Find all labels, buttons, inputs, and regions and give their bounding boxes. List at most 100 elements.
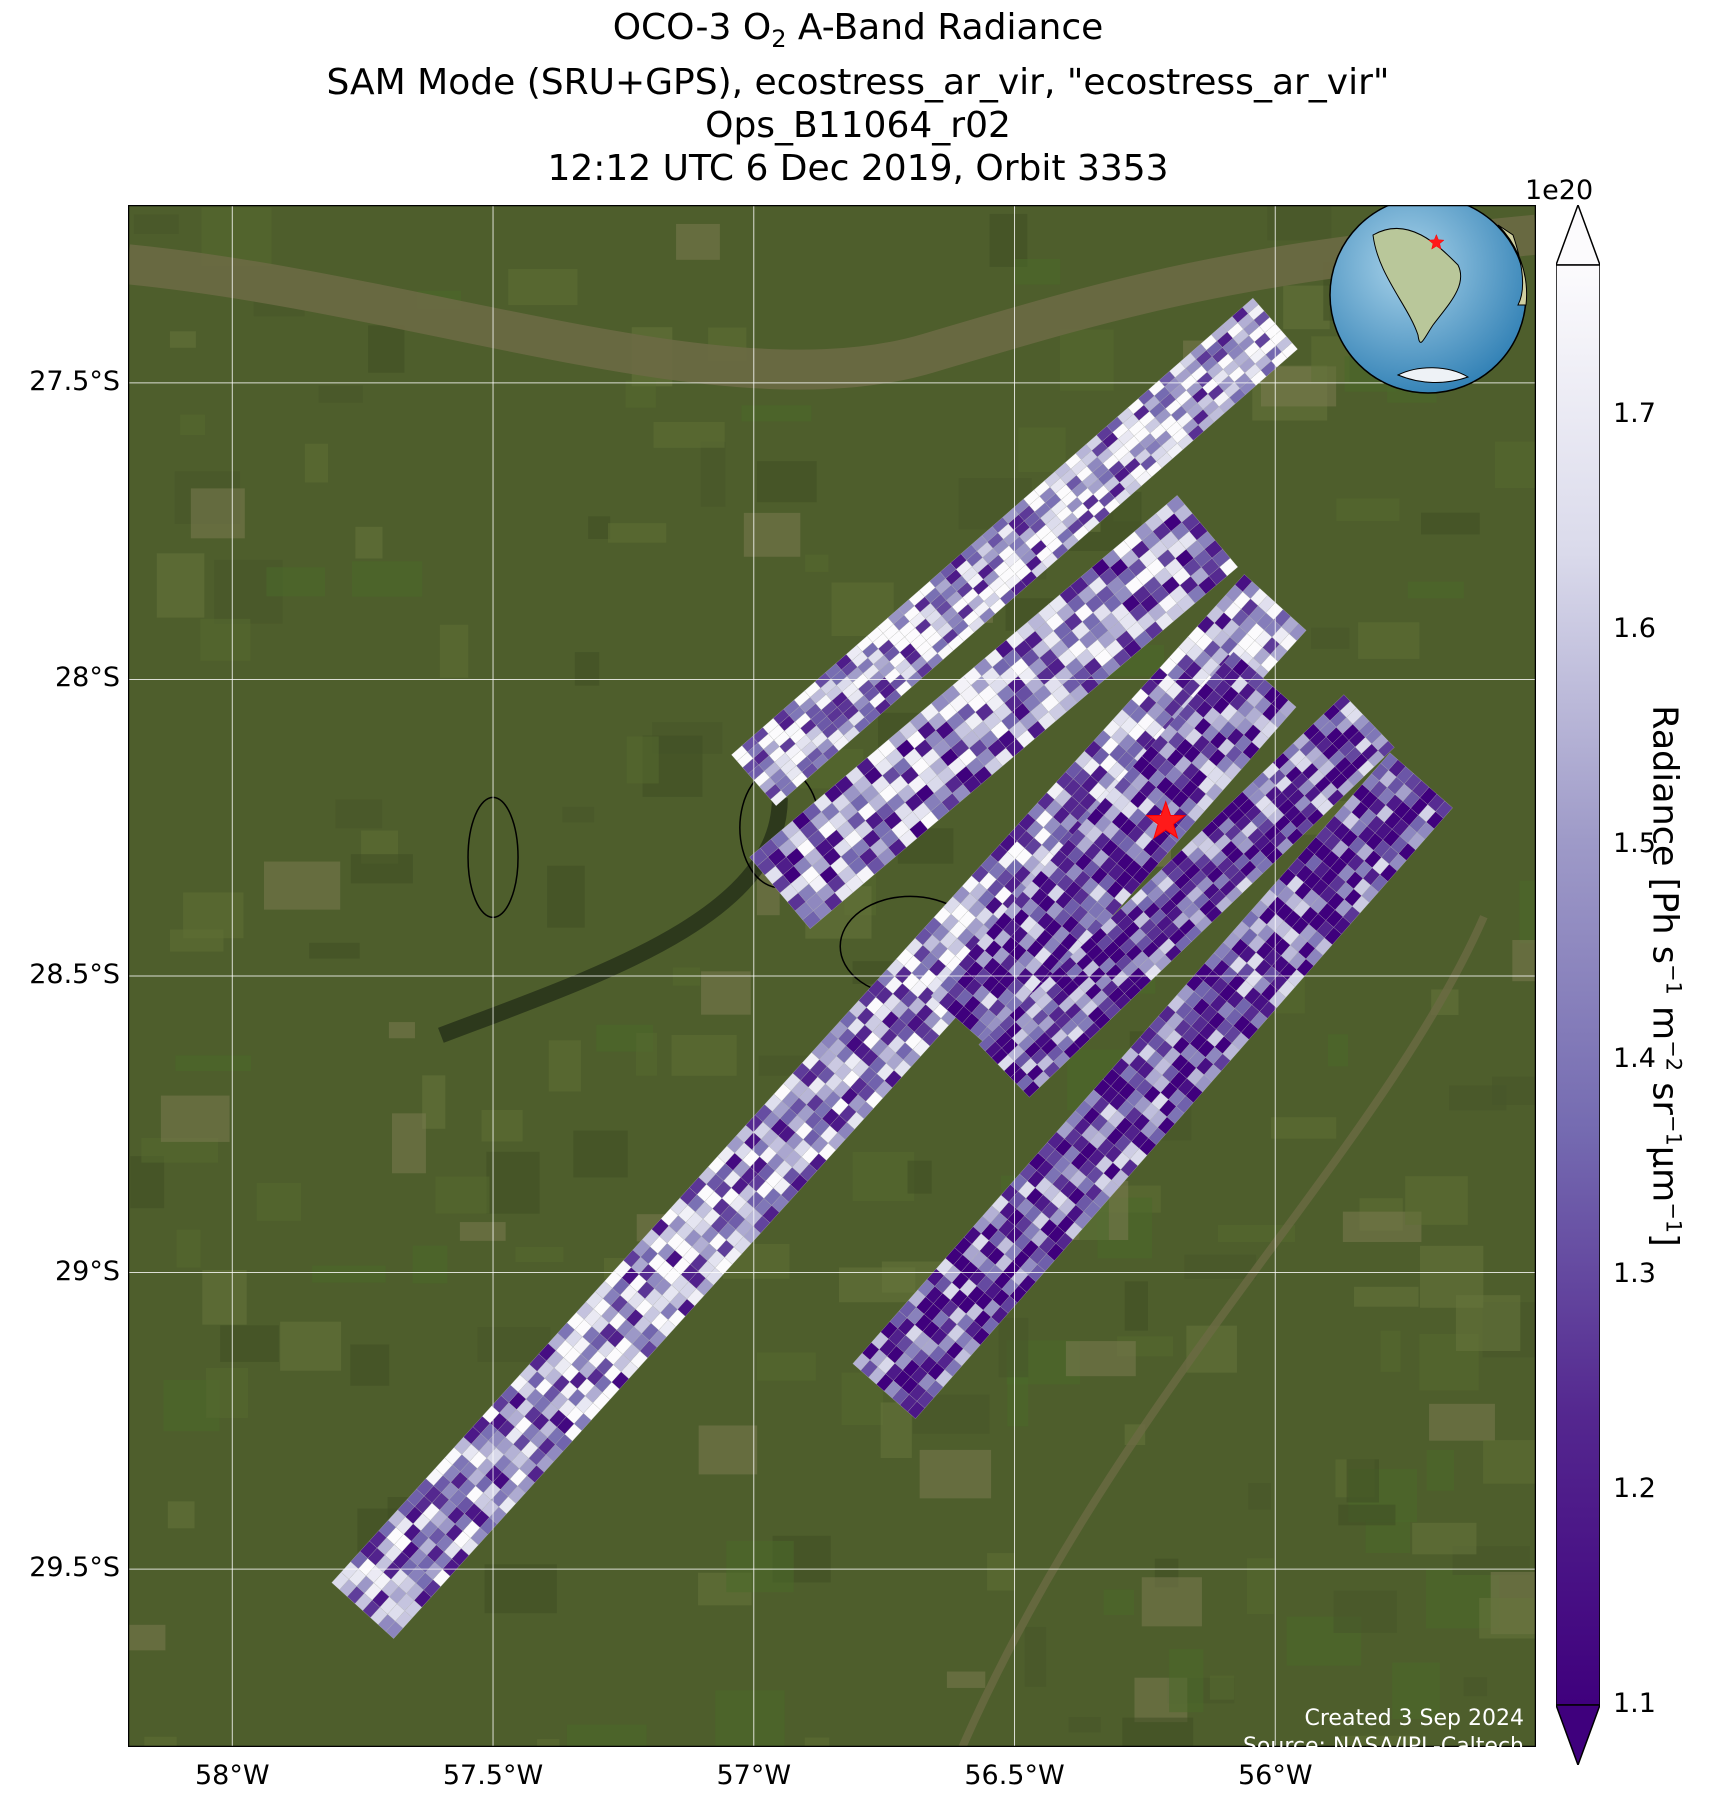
land-patch [1338,1504,1396,1526]
land-patch [726,1540,794,1593]
land-patch [183,892,244,939]
colorbar-min-extend [1556,1704,1600,1765]
credit-source: Source: NASA/JPL-Caltech [1242,1734,1524,1759]
land-patch [1392,1662,1440,1720]
land-patch [304,443,329,483]
land-patch [312,1265,386,1283]
colorbar [1556,205,1600,1765]
target-star [1145,800,1187,840]
figure-title: OCO-3 O2 A-Band Radiance SAM Mode (SRU+G… [0,6,1716,190]
land-patch [355,526,383,559]
land-patch [1358,622,1420,659]
land-patch [1380,1330,1401,1372]
land-patch [987,1553,1016,1591]
uruguay-river [958,915,1488,1747]
land-patch [607,523,667,543]
land-patch [133,214,179,235]
land-patch [141,1137,219,1163]
land-patch [547,865,585,928]
parana-river [128,214,1536,390]
land-patch [486,1151,540,1214]
land-patch [1184,1254,1257,1279]
land-patch [190,488,245,539]
colorbar-tick-label: 1.2 [1613,1473,1656,1505]
land-patch [1455,1295,1521,1352]
land-patch [1519,880,1536,944]
map-canvas[interactable] [128,205,1536,1747]
land-patch [1015,258,1061,285]
land-patch [1169,1649,1204,1713]
colorbar-tick-label: 1.3 [1613,1258,1656,1290]
land-patch [335,799,383,829]
land-patch [672,967,701,986]
land-patch [1412,1522,1477,1555]
land-patch [309,942,360,959]
land-patch [573,1130,628,1178]
land-patch [175,1055,252,1072]
land-patch [1494,441,1536,489]
land-patch [907,1160,932,1194]
longitude-tick-label: 56°W [1237,1760,1313,1791]
colorbar-tick-label: 1.6 [1613,613,1656,645]
land-patch [350,854,413,884]
swath-pixel [930,985,949,1003]
land-patch [636,1032,657,1076]
land-patch [1311,627,1350,649]
colorbar-label: Radiance [Ph s−1 m−2 sr−1μm−1] [1644,705,1686,1247]
land-patch [144,1736,177,1747]
latitude-tick-label: 29.5°S [29,1552,120,1584]
land-patch [1068,1717,1101,1733]
inset-globe [1329,205,1528,394]
land-patch [1449,1085,1507,1111]
land-patch [439,624,469,678]
swath-pixel [331,1571,350,1590]
land-patch [671,1034,737,1076]
swath-1 [731,297,1298,806]
land-patch [1333,1590,1397,1633]
land-patch [1420,512,1480,535]
map-panel[interactable] [128,205,1536,1747]
land-patch [700,441,726,507]
land-patch [741,405,812,422]
land-patch [130,1156,165,1209]
land-patch [200,618,251,661]
land-patch [1512,940,1536,982]
swath-5 [978,694,1395,1098]
swath-6 [852,752,1453,1419]
longitude-tick-label: 57.5°W [442,1760,544,1791]
globe-star-marker [1428,233,1445,250]
land-patch [743,512,801,557]
longitude-tick-label: 58°W [195,1760,270,1791]
land-patch [1405,1176,1468,1225]
land-patch [264,861,341,910]
land-patch [1365,1519,1411,1553]
land-patch [350,1344,390,1386]
latitude-tick-label: 28°S [55,662,120,694]
land-patch [880,1402,912,1459]
land-patch [256,1182,301,1221]
globe-antarctica [1396,367,1470,383]
land-patch [1479,1597,1536,1639]
land-patch [756,1352,816,1381]
land-patch [1463,1677,1488,1697]
land-patch [280,1321,342,1371]
land-patch [1483,1440,1536,1484]
land-patch [574,652,600,686]
land-patch [160,1095,230,1142]
credit-text: Created 3 Sep 2024 Source: NASA/JPL-Calt… [1243,1705,1524,1761]
colorbar-tick-label: 1.5 [1613,828,1656,860]
land-patch [352,561,423,597]
title-line-3: Ops_B11064_r02 [705,105,1011,147]
land-patch [756,461,817,503]
land-patch [1283,285,1330,330]
land-patch [1340,1735,1419,1747]
land-patch [481,1109,523,1142]
land-patch [484,1564,557,1614]
land-patch [588,516,611,540]
land-patch [156,553,205,618]
land-patch [368,325,405,373]
land-patch [266,567,326,597]
land-patch [176,1229,201,1268]
land-patch [202,1270,247,1325]
land-patch [1248,1483,1271,1510]
